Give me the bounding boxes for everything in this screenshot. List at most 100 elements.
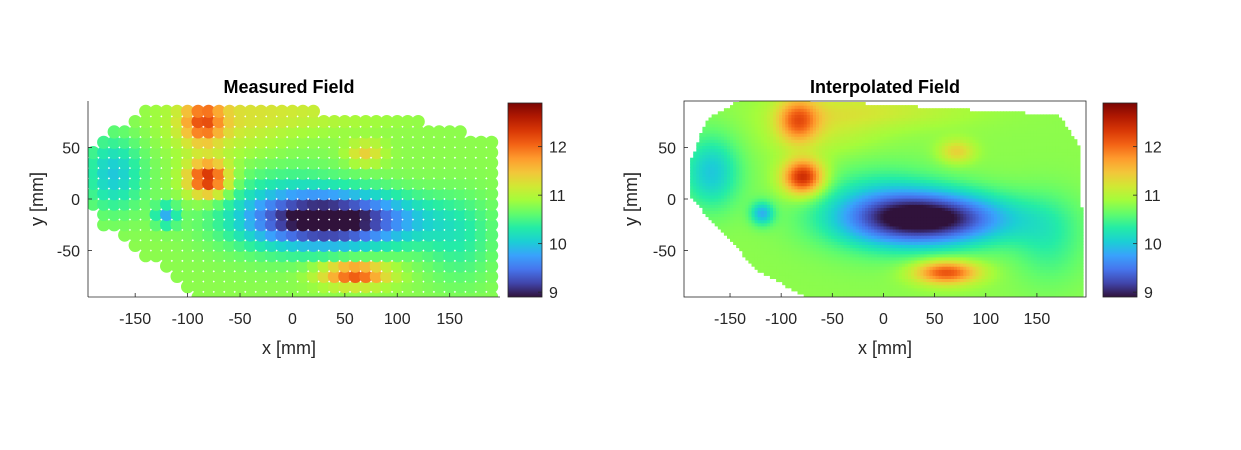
interpolated-cell xyxy=(720,194,725,199)
interpolated-cell xyxy=(898,216,903,221)
interpolated-cell xyxy=(745,185,750,190)
interpolated-cell xyxy=(981,219,986,224)
interpolated-cell xyxy=(1033,269,1038,273)
interpolated-cell xyxy=(1043,290,1047,295)
interpolated-cell xyxy=(926,290,931,295)
interpolated-cell xyxy=(911,244,915,249)
interpolated-cell xyxy=(901,219,906,224)
interpolated-cell xyxy=(803,290,808,295)
interpolated-cell xyxy=(972,207,977,211)
interpolated-cell xyxy=(730,222,734,227)
interpolated-cell xyxy=(1070,287,1075,292)
interpolated-cell xyxy=(1018,272,1023,276)
interpolated-cell xyxy=(935,228,940,233)
interpolated-cell xyxy=(742,182,746,187)
measured-point xyxy=(296,280,310,294)
interpolated-cell xyxy=(791,188,796,193)
interpolated-cell xyxy=(742,207,746,211)
interpolated-cell xyxy=(769,198,774,202)
interpolated-cell xyxy=(720,188,725,193)
interpolated-cell xyxy=(1055,225,1059,230)
measured-point xyxy=(474,146,488,160)
interpolated-cell xyxy=(720,210,725,214)
interpolated-cell xyxy=(990,284,995,289)
interpolated-cell xyxy=(1070,213,1075,218)
measured-point xyxy=(160,197,174,211)
measured-point xyxy=(128,156,142,170)
interpolated-cell xyxy=(858,204,863,208)
interpolated-cell xyxy=(1000,191,1004,196)
measured-point xyxy=(369,146,383,160)
interpolated-cell xyxy=(960,191,964,196)
interpolated-cell xyxy=(1036,278,1041,283)
measured-point xyxy=(338,228,352,242)
measured-point xyxy=(233,259,247,273)
interpolated-cell xyxy=(763,228,768,233)
interpolated-cell xyxy=(1009,198,1013,202)
interpolated-cell xyxy=(1003,235,1007,239)
interpolated-cell xyxy=(960,241,964,245)
measured-point xyxy=(212,166,226,180)
interpolated-cell xyxy=(858,232,863,236)
interpolated-cell xyxy=(868,287,872,292)
measured-point xyxy=(401,249,415,263)
interpolated-cell xyxy=(693,179,697,184)
measured-point xyxy=(474,166,488,180)
interpolated-cell xyxy=(840,253,845,258)
interpolated-cell xyxy=(855,194,860,199)
interpolated-cell xyxy=(868,210,872,214)
measured-point xyxy=(191,197,205,211)
interpolated-cell xyxy=(957,219,961,224)
measured-point xyxy=(485,187,499,201)
interpolated-cell xyxy=(1070,201,1075,205)
measured-point xyxy=(401,228,415,242)
interpolated-cell xyxy=(895,284,900,289)
interpolated-cell xyxy=(877,232,881,236)
measured-point xyxy=(160,125,174,139)
interpolated-cell xyxy=(1046,238,1050,242)
interpolated-cell xyxy=(1024,263,1029,267)
measured-point xyxy=(348,125,362,139)
interpolated-cell xyxy=(693,198,697,202)
measured-point xyxy=(369,238,383,252)
measured-point xyxy=(160,135,174,149)
measured-point xyxy=(275,218,289,232)
interpolated-cell xyxy=(874,269,878,273)
interpolated-cell xyxy=(926,235,931,239)
measured-point xyxy=(474,228,488,242)
interpolated-cell xyxy=(739,241,743,245)
interpolated-cell xyxy=(852,179,857,184)
interpolated-cell xyxy=(751,263,756,267)
interpolated-cell xyxy=(901,188,906,193)
interpolated-cell xyxy=(849,235,854,239)
interpolated-cell xyxy=(926,287,931,292)
interpolated-cell xyxy=(1040,287,1044,292)
interpolated-cell xyxy=(1012,250,1017,255)
measured-point xyxy=(380,156,394,170)
measured-point xyxy=(128,197,142,211)
interpolated-cell xyxy=(769,263,774,267)
interpolated-cell xyxy=(868,204,872,208)
interpolated-cell xyxy=(911,275,915,279)
interpolated-cell xyxy=(975,284,980,289)
interpolated-cell xyxy=(809,232,814,236)
interpolated-cell xyxy=(763,179,768,184)
interpolated-cell xyxy=(727,201,731,205)
interpolated-cell xyxy=(730,204,734,208)
interpolated-cell xyxy=(1040,222,1044,227)
interpolated-cell xyxy=(987,272,992,276)
interpolated-cell xyxy=(1009,275,1013,279)
interpolated-cell xyxy=(773,219,777,224)
interpolated-cell xyxy=(941,266,946,270)
interpolated-cell xyxy=(1040,238,1044,242)
interpolated-cell xyxy=(1018,275,1023,279)
interpolated-cell xyxy=(742,225,746,230)
interpolated-cell xyxy=(1015,266,1020,270)
interpolated-cell xyxy=(947,263,952,267)
measured-point xyxy=(422,280,436,294)
interpolated-cell xyxy=(1012,185,1017,190)
interpolated-cell xyxy=(1067,194,1072,199)
interpolated-cell xyxy=(791,275,796,279)
measured-point xyxy=(390,249,404,263)
interpolated-cell xyxy=(911,269,915,273)
